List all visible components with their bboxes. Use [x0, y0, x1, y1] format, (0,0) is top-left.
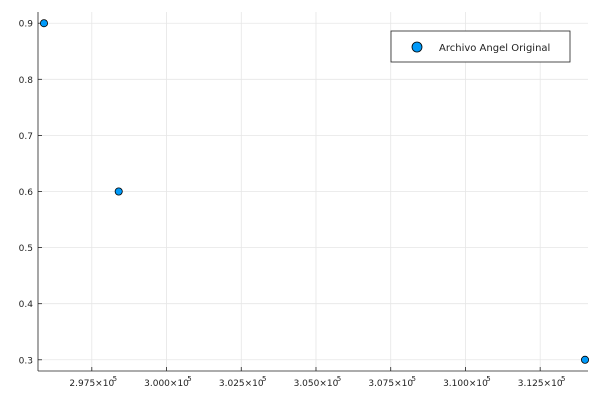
x-tick-exponent: 5: [486, 375, 490, 383]
y-tick-label: 0.3: [19, 356, 33, 366]
x-tick-label: 3.000×10: [144, 379, 189, 389]
x-tick-exponent: 5: [337, 375, 341, 383]
x-tick-label: 3.050×10: [294, 379, 339, 389]
data-point: [115, 188, 122, 195]
x-tick-exponent: 5: [187, 375, 191, 383]
legend-label: Archivo Angel Original: [439, 43, 550, 54]
data-point: [40, 20, 47, 27]
y-tick-label: 0.6: [19, 188, 34, 198]
data-point: [581, 356, 588, 363]
x-tick-label: 3.100×10: [443, 379, 488, 389]
y-axis-ticks: 0.3 0.4 0.5 0.6 0.7 0.8 0.9: [19, 20, 42, 367]
x-tick-exponent: 5: [411, 375, 415, 383]
y-tick-label: 0.8: [19, 76, 34, 86]
x-tick-exponent: 5: [561, 375, 565, 383]
x-tick-label: 3.075×10: [368, 379, 413, 389]
x-tick-exponent: 5: [113, 375, 117, 383]
x-tick-label: 3.125×10: [518, 379, 563, 389]
y-tick-label: 0.4: [19, 300, 34, 310]
x-axis-ticks: 2.975×105 3.000×105 3.025×105 3.050×105 3.07…: [69, 367, 565, 389]
y-tick-label: 0.7: [19, 132, 33, 142]
y-tick-label: 0.5: [19, 244, 33, 254]
y-tick-label: 0.9: [19, 20, 34, 30]
x-tick-exponent: 5: [262, 375, 266, 383]
x-tick-label: 3.025×10: [219, 379, 264, 389]
legend-marker: [412, 42, 422, 52]
x-tick-label: 2.975×10: [69, 379, 114, 389]
legend: Archivo Angel Original: [391, 31, 570, 62]
